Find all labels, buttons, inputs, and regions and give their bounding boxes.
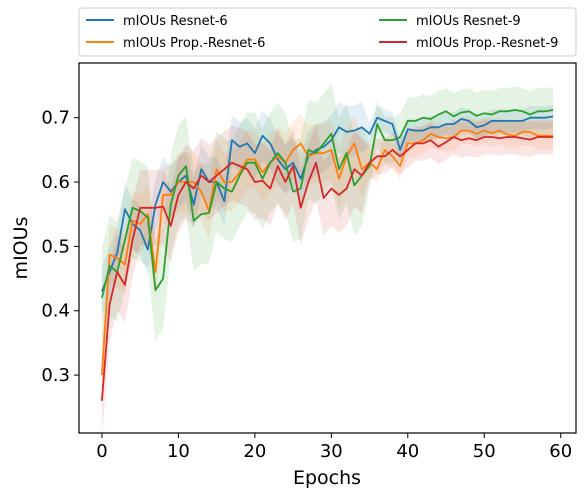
x-tick-label: 50 bbox=[473, 441, 496, 462]
legend: mIOUs Resnet-6 mIOUs Prop.-Resnet-6 mIOUs … bbox=[79, 8, 576, 56]
legend-label-0: mIOUs Resnet-6 bbox=[123, 14, 228, 29]
x-tick-label: 40 bbox=[396, 441, 419, 462]
x-tick-label: 60 bbox=[549, 441, 572, 462]
x-axis-label: Epochs bbox=[293, 467, 361, 489]
legend-label-1: mIOUs Prop.-Resnet-6 bbox=[123, 36, 265, 51]
y-tick-label: 0.5 bbox=[41, 236, 70, 257]
legend-label-3: mIOUs Prop.-Resnet-9 bbox=[416, 36, 558, 51]
y-tick-label: 0.6 bbox=[41, 172, 70, 193]
legend-label-2: mIOUs Resnet-9 bbox=[416, 14, 521, 29]
x-tick-label: 20 bbox=[243, 441, 266, 462]
x-tick-label: 0 bbox=[96, 441, 107, 462]
x-tick-label: 30 bbox=[320, 441, 343, 462]
y-tick-label: 0.7 bbox=[41, 108, 70, 129]
y-tick-label: 0.3 bbox=[41, 365, 70, 386]
x-tick-label: 10 bbox=[167, 441, 190, 462]
y-axis-label: mIOUs bbox=[10, 217, 32, 280]
y-tick-label: 0.4 bbox=[41, 301, 70, 322]
